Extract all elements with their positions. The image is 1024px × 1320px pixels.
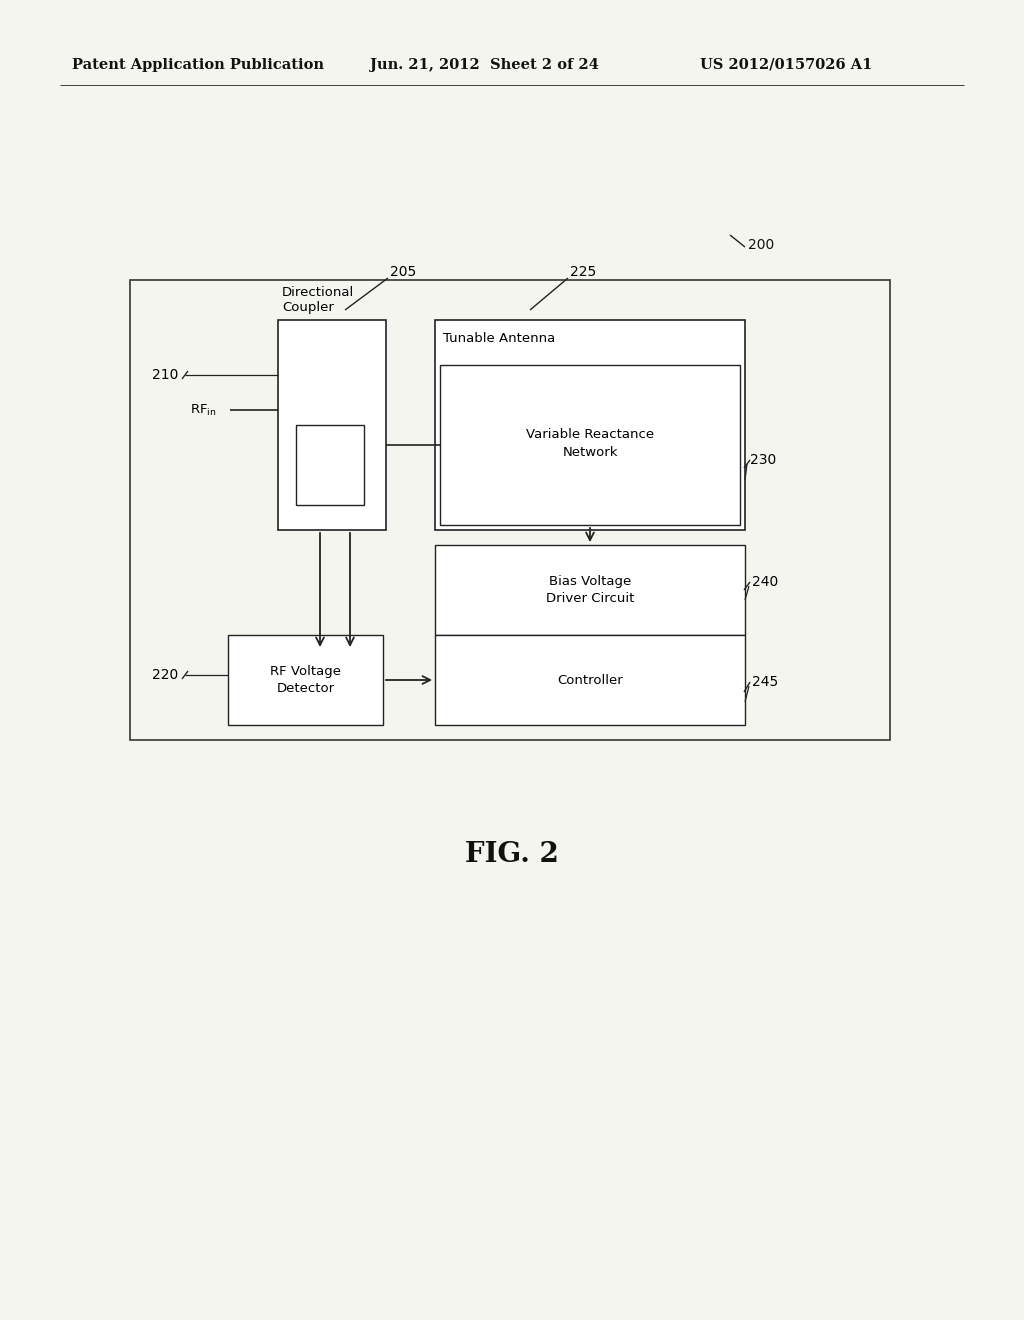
Text: Tunable Antenna: Tunable Antenna	[443, 331, 555, 345]
Text: Driver Circuit: Driver Circuit	[546, 593, 634, 606]
Text: Network: Network	[562, 446, 617, 459]
Bar	[435, 319, 745, 531]
Text: 200: 200	[748, 238, 774, 252]
Bar	[278, 319, 386, 531]
Text: US 2012/0157026 A1: US 2012/0157026 A1	[700, 58, 872, 73]
Text: Patent Application Publication: Patent Application Publication	[72, 58, 324, 73]
Text: 205: 205	[390, 265, 416, 279]
Bar	[440, 366, 740, 525]
Bar	[435, 545, 745, 635]
Bar	[296, 425, 364, 506]
Text: RF Voltage: RF Voltage	[270, 664, 341, 677]
Text: 225: 225	[570, 265, 596, 279]
Text: 245: 245	[752, 675, 778, 689]
Text: Coupler: Coupler	[282, 301, 334, 314]
Text: 240: 240	[752, 576, 778, 589]
Text: Detector: Detector	[276, 682, 335, 696]
Text: Bias Voltage: Bias Voltage	[549, 574, 631, 587]
Text: Jun. 21, 2012  Sheet 2 of 24: Jun. 21, 2012 Sheet 2 of 24	[370, 58, 599, 73]
Text: RF$_\mathregular{in}$: RF$_\mathregular{in}$	[190, 403, 217, 417]
Text: 230: 230	[750, 453, 776, 467]
Text: Variable Reactance: Variable Reactance	[526, 429, 654, 441]
Bar	[435, 635, 745, 725]
Text: 210: 210	[152, 368, 178, 381]
Bar	[130, 280, 890, 741]
Text: Controller: Controller	[557, 673, 623, 686]
Text: Directional: Directional	[282, 285, 354, 298]
Text: FIG. 2: FIG. 2	[465, 842, 559, 869]
Text: 220: 220	[152, 668, 178, 682]
Bar	[228, 635, 383, 725]
